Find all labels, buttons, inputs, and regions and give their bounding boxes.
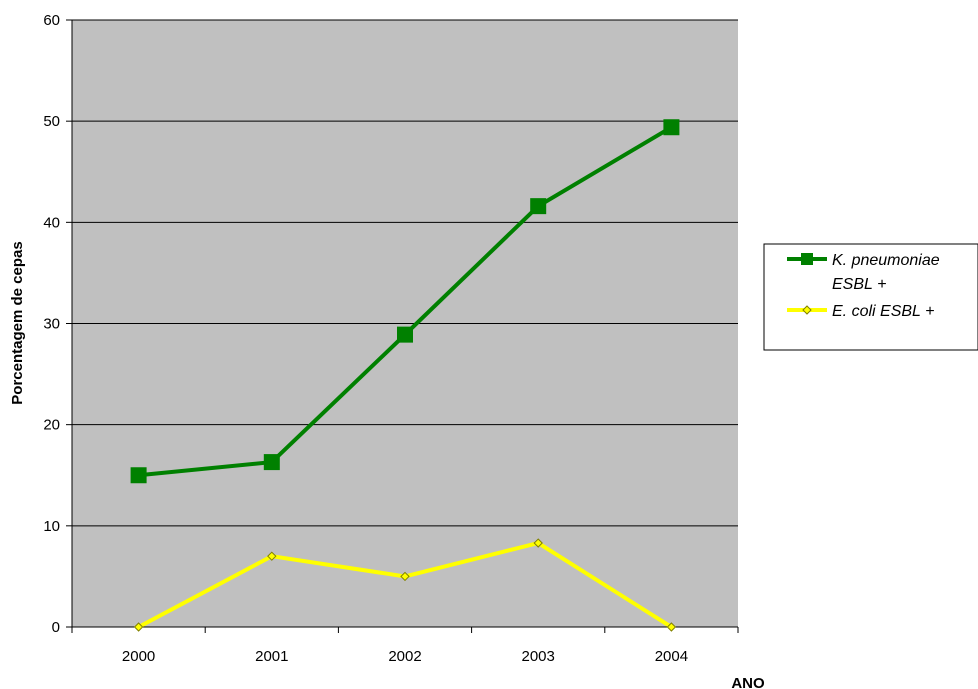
legend-label-k-pneumoniae-line1: K. pneumoniae: [832, 252, 940, 269]
data-point-e-coli: [133, 622, 144, 632]
y-tick-label: 60: [43, 12, 60, 29]
legend-label-k-pneumoniae-line2: ESBL +: [832, 276, 886, 293]
data-point-k-pneumoniae: [530, 198, 547, 215]
x-axis-title: ANO: [731, 675, 765, 689]
legend: K. pneumoniae ESBL + E. coli ESBL +: [763, 243, 978, 351]
legend-box: [763, 243, 978, 351]
data-point-e-coli: [533, 538, 543, 548]
data-point-k-pneumoniae: [263, 454, 280, 471]
data-point-k-pneumoniae: [397, 326, 413, 343]
y-tick-label: 40: [43, 214, 60, 231]
y-tick-label: 20: [43, 417, 60, 434]
x-tick-label: 2001: [255, 648, 288, 665]
data-point-e-coli: [666, 622, 677, 632]
data-point-k-pneumoniae: [130, 467, 147, 484]
y-axis-title: Porcentagem de cepas: [9, 241, 26, 404]
data-point-e-coli: [267, 551, 277, 561]
y-tick-label: 50: [43, 113, 60, 130]
legend-label-e-coli: E. coli ESBL +: [832, 303, 934, 320]
legend-square-marker-icon: [801, 253, 813, 265]
legend-entry-e-coli: E. coli ESBL +: [787, 303, 934, 320]
y-tick-label: 0: [52, 619, 60, 636]
x-tick-label: 2002: [388, 648, 421, 665]
x-tick-label: 2004: [655, 648, 688, 665]
x-tick-label: 2000: [122, 648, 155, 665]
y-tick-label: 30: [43, 316, 60, 333]
x-tick-label: 2003: [522, 648, 555, 665]
y-tick-label: 10: [43, 518, 60, 535]
legend-entry-k-pneumoniae: K. pneumoniae ESBL +: [787, 252, 940, 293]
legend-diamond-marker-icon: [802, 305, 812, 315]
data-point-e-coli: [400, 571, 410, 582]
data-point-k-pneumoniae: [663, 119, 680, 136]
